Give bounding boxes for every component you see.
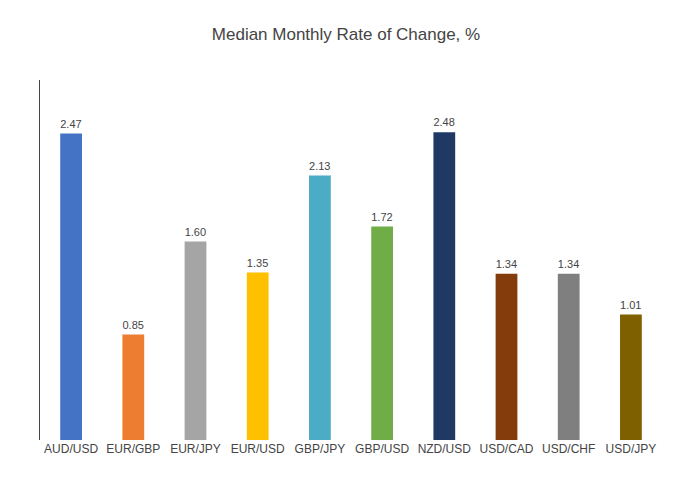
svg-text:NZD/USD: NZD/USD	[418, 442, 472, 456]
svg-text:GBP/USD: GBP/USD	[355, 442, 409, 456]
svg-text:1.34: 1.34	[496, 258, 517, 270]
svg-text:1.35: 1.35	[247, 257, 268, 269]
svg-text:1.72: 1.72	[371, 211, 392, 223]
svg-text:2.47: 2.47	[60, 118, 81, 130]
svg-text:EUR/USD: EUR/USD	[231, 442, 285, 456]
svg-text:USD/CHF: USD/CHF	[542, 442, 595, 456]
svg-text:2.13: 2.13	[309, 160, 330, 172]
svg-text:AUD/USD: AUD/USD	[44, 442, 98, 456]
svg-text:1.01: 1.01	[620, 299, 641, 311]
svg-text:EUR/GBP: EUR/GBP	[106, 442, 160, 456]
svg-text:USD/CAD: USD/CAD	[479, 442, 533, 456]
svg-text:GBP/JPY: GBP/JPY	[295, 442, 346, 456]
svg-text:USD/JPY: USD/JPY	[606, 442, 657, 456]
svg-text:1.60: 1.60	[185, 226, 206, 238]
svg-text:EUR/JPY: EUR/JPY	[170, 442, 221, 456]
svg-text:2.48: 2.48	[433, 116, 454, 128]
svg-text:1.34: 1.34	[558, 258, 579, 270]
svg-text:0.85: 0.85	[122, 319, 143, 331]
svg-text:Median Monthly Rate of Change,: Median Monthly Rate of Change, %	[212, 25, 480, 44]
